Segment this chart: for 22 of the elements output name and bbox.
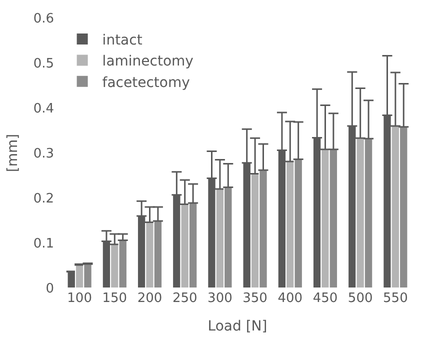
y-tick-label: 0.6: [33, 12, 54, 27]
y-tick-label: 0: [46, 282, 54, 297]
x-tick-label: 550: [383, 291, 408, 306]
x-axis-title: Load [N]: [208, 318, 268, 334]
x-tick-label: 150: [102, 291, 128, 306]
x-tick-label: 300: [208, 291, 232, 306]
x-tick-label: 450: [312, 291, 338, 306]
x-tick-label: 200: [137, 291, 162, 306]
x-tick-label: 100: [67, 291, 92, 306]
x-tick-label: 500: [348, 291, 373, 306]
y-tick-label: 0.4: [33, 102, 54, 117]
y-tick-label: 0.1: [33, 236, 54, 252]
y-axis-title: [mm]: [4, 134, 21, 172]
y-tick-label: 0.5: [33, 56, 54, 72]
legend-label: intact: [102, 32, 143, 48]
legend-label: laminectomy: [102, 54, 194, 70]
legend-label: facetectomy: [102, 74, 190, 91]
x-tick-label: 400: [278, 291, 303, 306]
y-tick-label: 0.2: [33, 192, 54, 207]
y-tick-label: 0.3: [33, 146, 54, 162]
x-tick-label: 350: [242, 291, 268, 306]
x-tick-label: 250: [172, 291, 198, 306]
